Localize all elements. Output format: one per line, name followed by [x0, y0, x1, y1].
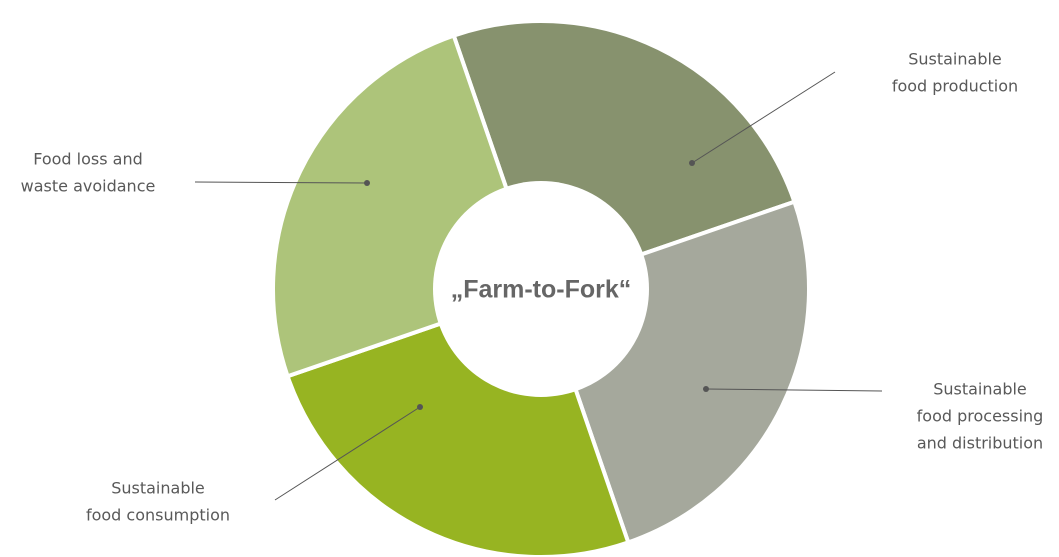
segment-label: waste avoidance [21, 177, 156, 196]
leader-dot [364, 180, 370, 186]
leader-dot [703, 386, 709, 392]
segment-label: food production [892, 77, 1018, 96]
leader-line [705, 388, 883, 392]
segment-label: Sustainable [908, 50, 1002, 69]
segment-label: food consumption [86, 506, 230, 525]
segment-label: food processing [917, 407, 1044, 426]
leader-dot [417, 404, 423, 410]
labels: Sustainable food production Sustainable foo… [21, 50, 1044, 525]
leader-line [194, 181, 368, 184]
center-label: „Farm-to-Fork“ [451, 276, 632, 304]
segment-label: Sustainable [111, 479, 205, 498]
segment-label: Sustainable [933, 380, 1027, 399]
leader-line [274, 406, 421, 501]
leader-line [691, 71, 836, 164]
leader-dot [689, 160, 695, 166]
segment-label: and distribution [917, 434, 1043, 453]
segment-label: Food loss and [33, 150, 143, 169]
center-circle [433, 181, 649, 397]
